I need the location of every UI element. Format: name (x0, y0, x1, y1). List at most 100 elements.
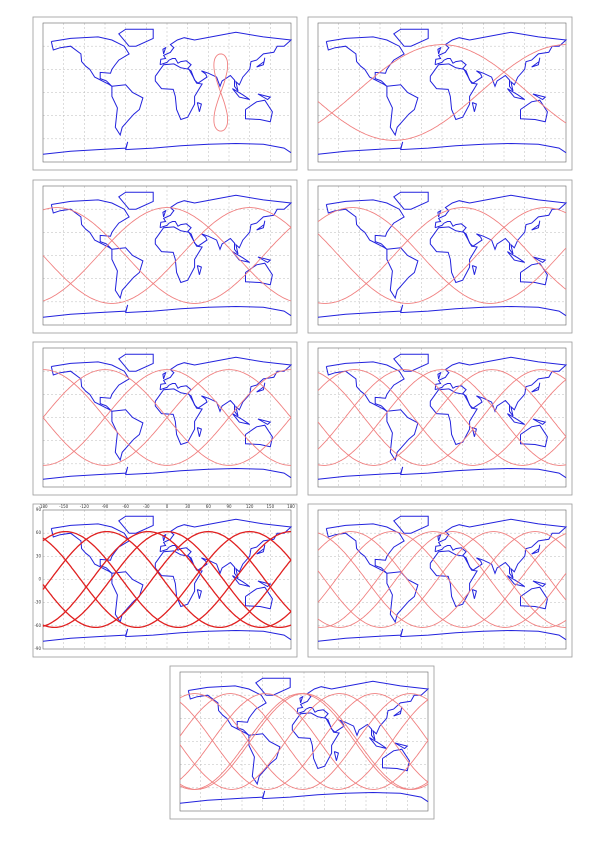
ground-track (179, 693, 429, 790)
ground-track (317, 207, 567, 304)
ground-track (317, 531, 567, 628)
panel-frame (32, 341, 298, 496)
coastline (232, 575, 250, 587)
x-tick-label: 30 (185, 504, 191, 509)
coastline (393, 191, 429, 210)
ground-track (213, 53, 229, 132)
coastline (393, 28, 429, 47)
coastline (531, 382, 541, 393)
map-border (179, 671, 429, 812)
panel-frame (307, 179, 573, 334)
coastline (118, 353, 154, 372)
coastline (256, 544, 266, 555)
ground-track (317, 531, 567, 628)
coastline (257, 93, 272, 101)
coastline (434, 194, 568, 255)
map-border (42, 22, 292, 163)
coastline (111, 84, 144, 137)
antarctica (42, 628, 292, 642)
coastline (393, 706, 403, 717)
coastline (393, 353, 429, 372)
antarctica (317, 304, 567, 318)
coastline (507, 88, 525, 100)
y-tick-label: 60 (36, 530, 42, 535)
map-border (42, 509, 292, 650)
ground-track (317, 44, 567, 124)
coastline (429, 63, 478, 121)
ground-track (317, 531, 567, 628)
x-tick-label: -90 (102, 504, 109, 509)
coastline (159, 518, 293, 579)
coastline (256, 382, 266, 393)
ground-track (317, 369, 567, 466)
ground-track (42, 530, 292, 629)
x-tick-label: 0 (166, 504, 169, 509)
map-border (317, 185, 567, 326)
map-panel (32, 16, 298, 171)
coastline (50, 199, 130, 250)
coastline (386, 409, 419, 462)
antarctica (42, 141, 292, 155)
coastline (232, 413, 250, 425)
map-border (317, 509, 567, 650)
ground-track (42, 530, 292, 629)
ground-track (317, 369, 567, 466)
x-tick-label: 60 (206, 504, 212, 509)
x-tick-label: 120 (246, 504, 254, 509)
ground-track (179, 693, 429, 790)
coastline (382, 748, 410, 772)
map-panel (307, 341, 573, 496)
map-panel: -180 -150 -120 -90 -60 -30 0 30 60 90 120 150 180 90 6… (32, 503, 298, 658)
ground-track (317, 369, 567, 466)
coastline (257, 418, 272, 426)
coastline (434, 31, 568, 92)
coastline (434, 518, 568, 579)
x-tick-label: -180 (38, 504, 48, 509)
coastline (429, 226, 478, 284)
coastline (196, 102, 202, 112)
coastline (437, 46, 442, 55)
y-tick-label: 90 (36, 507, 42, 512)
x-tick-label: 180 (287, 504, 295, 509)
coastline (162, 209, 167, 218)
coastline (245, 424, 273, 448)
x-tick-label: -30 (143, 504, 150, 509)
coastline (531, 57, 541, 68)
ground-track (42, 207, 292, 304)
coastline (257, 256, 272, 264)
ground-track (317, 531, 567, 628)
map-panel (32, 179, 298, 334)
ground-track (179, 693, 429, 790)
coastline (471, 265, 477, 275)
map-panel (307, 179, 573, 334)
panel-frame (32, 179, 298, 334)
coastline (520, 586, 548, 610)
coastline (393, 515, 429, 534)
x-tick-label: 150 (267, 504, 275, 509)
ground-track (179, 693, 429, 790)
ground-track (317, 531, 566, 628)
map-panel (307, 16, 573, 171)
ground-track (317, 531, 567, 628)
coastline (50, 36, 130, 87)
coastline (434, 356, 568, 417)
ground-track (179, 693, 429, 790)
antarctica (317, 628, 567, 642)
coastline (50, 361, 130, 412)
coastline (532, 580, 547, 588)
coastline (299, 695, 304, 704)
coastline (386, 84, 419, 137)
ground-track (317, 369, 567, 466)
coastline (531, 220, 541, 231)
x-tick-label: -60 (122, 504, 129, 509)
coastline (256, 57, 266, 68)
coastline (248, 733, 281, 786)
antarctica (317, 466, 567, 480)
coastline (471, 102, 477, 112)
antarctica (317, 141, 567, 155)
coastline (118, 515, 154, 534)
ground-track (42, 530, 292, 629)
y-tick-label: 0 (38, 577, 41, 582)
ground-track (42, 207, 292, 304)
